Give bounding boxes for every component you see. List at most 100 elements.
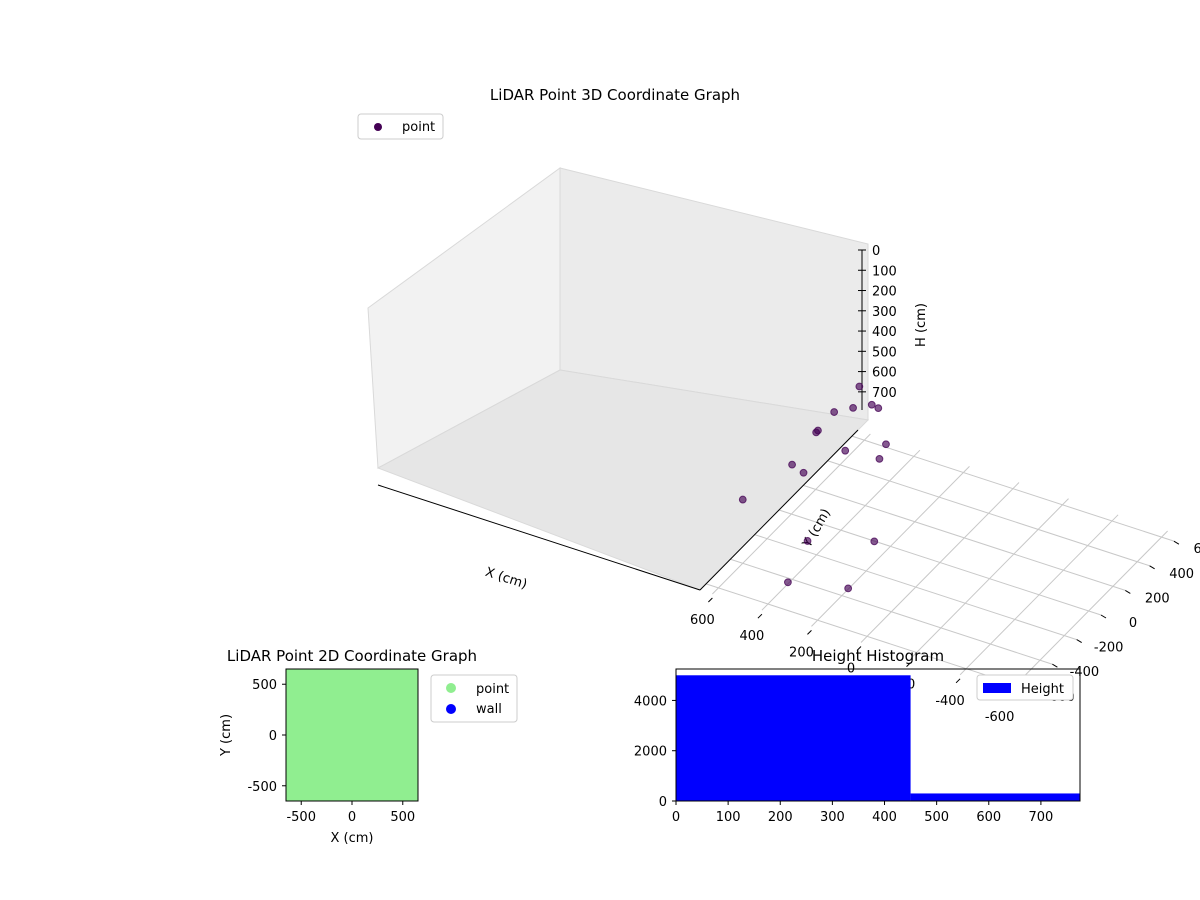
ticks-3d: -600-400-2000200400600-600-400-200020040…: [690, 244, 1200, 725]
x-tick-3d: [807, 629, 812, 635]
data-point-3d: [844, 584, 853, 593]
data-point-3d: [874, 404, 883, 413]
x-tick-label-histogram: 300: [820, 810, 845, 825]
z-tick-label-3d: 300: [872, 305, 897, 320]
histogram-title: Height Histogram: [812, 647, 944, 665]
data-point-3d: [738, 495, 747, 504]
plot-area-histogram: [675, 668, 1081, 802]
z-tick-label-3d: 0: [872, 244, 880, 259]
grid-line-floor-y: [851, 435, 1175, 542]
data-point-3d: [849, 403, 857, 412]
z-tick-label-3d: 100: [872, 264, 897, 279]
legend-2d-marker-point: [446, 683, 456, 693]
data-point-3d: [870, 537, 879, 546]
x-tick-label-2d: 0: [348, 810, 356, 825]
plot-area-2d: [285, 668, 419, 802]
data-point-3d: [803, 537, 812, 545]
data-point-3d: [867, 400, 876, 409]
data-point-3d: [784, 578, 792, 587]
x-tick-label-3d: 400: [740, 629, 765, 644]
histogram-bars: [676, 675, 1080, 801]
y-tick-3d: [1100, 614, 1107, 619]
y-tick-3d: [1052, 663, 1058, 668]
histogram-bar: [910, 793, 1080, 801]
y-tick-3d: [1076, 639, 1082, 644]
y-tick-label-3d: 600: [1194, 542, 1200, 557]
legend-histogram-label: Height: [1021, 682, 1064, 697]
y-axis-line: [699, 429, 859, 591]
x-tick-label-3d: 600: [690, 613, 715, 628]
z-tick-label-3d: 500: [872, 345, 897, 360]
y-tick-label-histogram: 2000: [634, 745, 667, 760]
x-tick-3d: [856, 646, 862, 651]
data-point-3d: [830, 408, 839, 416]
chart-3d-title: LiDAR Point 3D Coordinate Graph: [490, 86, 740, 104]
y-tick-label-3d: -400: [1070, 665, 1100, 680]
legend-3d: point: [357, 113, 444, 140]
ticks-2d: -500 0 500 -500 0 500: [247, 678, 415, 825]
y-tick-label-3d: 0: [1129, 616, 1137, 631]
y-tick-label-histogram: 0: [659, 795, 667, 810]
chart-histogram: Height Histogram 0 100 200 300 400 500 600 7000…: [634, 647, 1081, 825]
x-tick-label-histogram: 200: [768, 810, 793, 825]
y-tick-label-3d: 200: [1145, 591, 1170, 606]
legend-2d: point wall: [430, 674, 518, 723]
z-tick-label-3d: 700: [872, 386, 897, 401]
x-tick-3d: [906, 662, 911, 668]
x-axis-label-2d: X (cm): [331, 831, 374, 846]
z-tick-label-3d: 200: [872, 285, 897, 300]
data-point-3d: [799, 468, 808, 477]
legend-histogram-box: [976, 674, 1074, 701]
data-point-3d: [875, 454, 884, 463]
legend-histogram-swatch: [983, 683, 1011, 693]
ticks-histogram: 0 100 200 300 400 500 600 700 0 2000 4000: [634, 694, 1053, 825]
x-tick-3d: [757, 613, 763, 619]
x-tick-label-3d: -400: [935, 694, 965, 709]
legend-histogram: Height: [976, 674, 1074, 701]
chart-2d: LiDAR Point 2D Coordinate Graph -500 0 500…: [219, 647, 518, 846]
y-tick-label-3d: -200: [1094, 641, 1124, 656]
data-point-3d: [855, 382, 864, 391]
x-tick-label-histogram: 400: [872, 810, 897, 825]
grid-line-floor-x: [712, 433, 871, 595]
y-tick-label-3d: 400: [1169, 567, 1194, 582]
x-tick-label-2d: 500: [390, 810, 415, 825]
y-tick-label-histogram: 4000: [634, 694, 667, 709]
chart-3d: LiDAR Point 3D Coordinate Graph -600 -400…: [357, 86, 1200, 725]
y-axis-label-2d: Y (cm): [219, 714, 234, 757]
z-tick-label-3d: 400: [872, 325, 897, 340]
data-point-3d: [788, 460, 796, 469]
x-tick-label-histogram: 700: [1028, 810, 1053, 825]
legend-3d-label-point: point: [402, 120, 435, 135]
y-axis-label-3d: Y (cm): [799, 506, 834, 551]
grid-line-floor-y: [803, 484, 1126, 591]
z-tick-label-3d: 600: [872, 366, 897, 381]
points-3d: [738, 382, 890, 593]
y-tick-label-2d: 0: [269, 729, 277, 744]
grid-line-floor-y: [827, 460, 1150, 567]
data-point-3d: [814, 426, 822, 435]
x-tick-label-histogram: 100: [716, 810, 741, 825]
data-point-3d: [882, 440, 890, 449]
chart-2d-title: LiDAR Point 2D Coordinate Graph: [227, 647, 477, 665]
y-tick-label-2d: 500: [252, 678, 277, 693]
x-tick-3d: [955, 678, 961, 684]
x-tick-label-histogram: 0: [672, 810, 680, 825]
x-tick-label-2d: -500: [286, 810, 316, 825]
histogram-bar: [676, 675, 911, 801]
x-tick-label-3d: -600: [985, 710, 1015, 725]
data-point-3d: [841, 446, 850, 455]
x-axis-label-3d: X (cm): [483, 565, 529, 593]
x-tick-3d: [708, 597, 713, 603]
z-axis-label-3d: H (cm): [914, 303, 929, 347]
x-axis-line: [377, 484, 701, 591]
legend-3d-box: [357, 113, 444, 140]
y-tick-3d: [1149, 565, 1155, 570]
legend-2d-label-point: point: [476, 682, 509, 697]
legend-3d-marker-point: [374, 123, 382, 131]
grid-line-floor-y: [778, 509, 1102, 616]
grid-line-floor-x: [811, 465, 970, 627]
y-tick-3d: [1125, 589, 1131, 594]
x-tick-label-histogram: 600: [976, 810, 1001, 825]
